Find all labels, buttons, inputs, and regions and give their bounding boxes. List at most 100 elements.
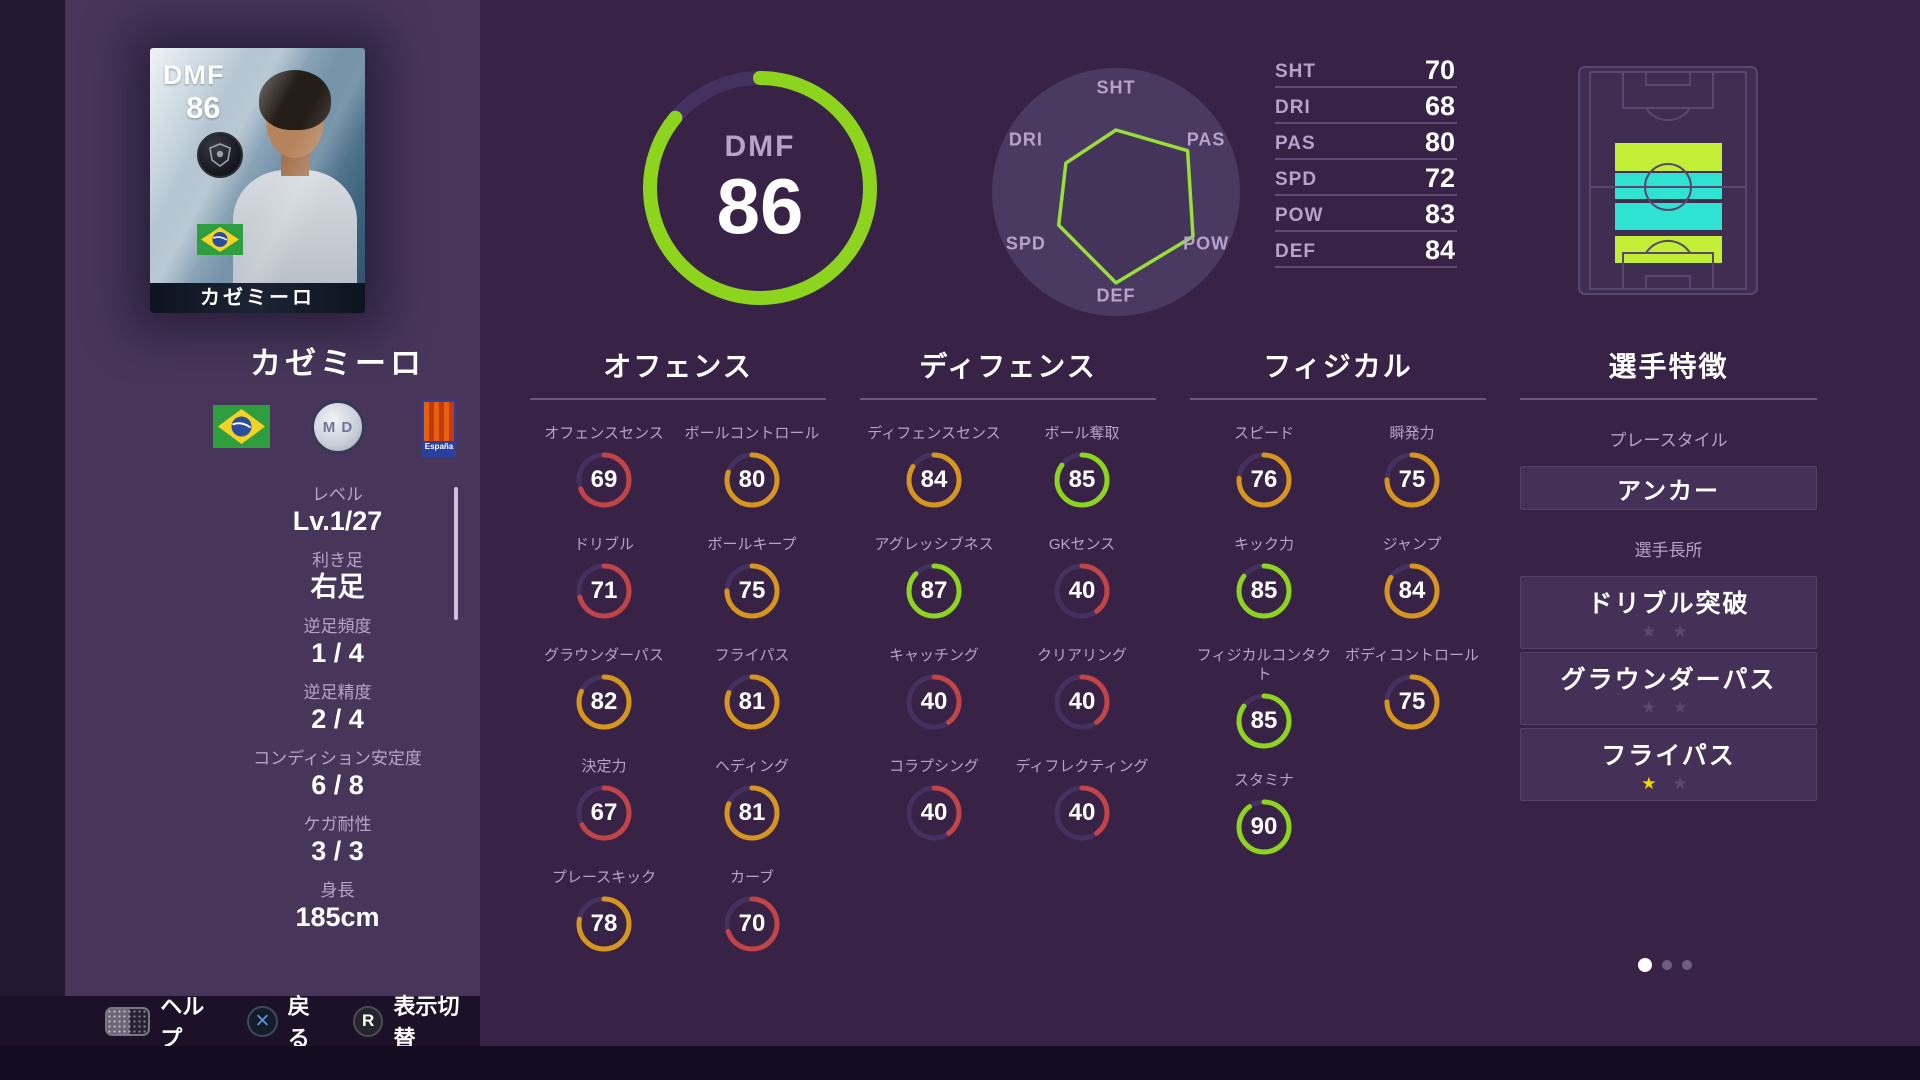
player-card: DMF 86 カゼミーロ — [150, 48, 365, 313]
stat-gauge-cell: ディフェンスセンス 84 — [860, 424, 1008, 514]
player-info-list: レベル Lv.1/27 利き足 右足 逆足頻度 1 / 4 逆足精度 2 / 4… — [130, 484, 545, 946]
info-row: 逆足精度 2 / 4 — [130, 682, 545, 735]
page-dot-active[interactable] — [1638, 958, 1652, 972]
stat-value: 87 — [920, 577, 948, 604]
stat-gauge-cell: フライパス 81 — [678, 646, 826, 736]
info-value: Lv.1/27 — [292, 506, 383, 536]
stat-gauge-cell: スピード 76 — [1190, 424, 1338, 514]
stat-value: 75 — [738, 577, 766, 604]
help-button[interactable]: ヘルプ — [105, 989, 225, 1053]
skill-item[interactable]: フライパス ★★ — [1520, 728, 1817, 801]
stat-gauge: 40 — [1053, 562, 1111, 620]
player-badges-row: M D España — [130, 398, 545, 460]
stat-label: ボール奪取 — [1044, 425, 1120, 442]
card-rating: 86 — [186, 90, 221, 125]
info-label: 利き足 — [312, 551, 363, 570]
radar-axis-label: POW — [1183, 233, 1230, 254]
stat-gauge-cell: オフェンスセンス 69 — [530, 424, 678, 514]
position-zone-bars — [1615, 143, 1722, 263]
stat-gauge: 67 — [575, 784, 633, 842]
back-button[interactable]: ✕ 戻る — [247, 989, 331, 1053]
skill-name: フライパス — [1601, 742, 1736, 770]
stat-gauge-cell: ボール奪取 85 — [1008, 424, 1156, 514]
stat-label: フィジカルコンタクト — [1196, 647, 1332, 683]
stat-gauge: 84 — [1383, 562, 1441, 620]
stat-value: 40 — [1068, 799, 1096, 826]
summary-stat-value: 68 — [1424, 91, 1455, 121]
player-traits-panel: 選手特徴 プレースタイル アンカー 選手長所 ドリブル突破 ★★ グラウンダーパ… — [1520, 345, 1817, 804]
stat-gauge-cell: ボールキープ 75 — [678, 535, 826, 625]
skill-item[interactable]: ドリブル突破 ★★ — [1520, 576, 1817, 649]
stat-value: 85 — [1250, 707, 1278, 734]
stat-gauge: 84 — [905, 451, 963, 509]
card-name-bar: カゼミーロ — [150, 283, 365, 313]
page-dot[interactable] — [1662, 960, 1672, 970]
stat-label: ディフレクティング — [1015, 758, 1149, 775]
stat-label: アグレッシブネス — [874, 536, 994, 553]
scrollbar-thumb[interactable] — [454, 487, 458, 620]
stat-label: GKセンス — [1048, 536, 1116, 553]
info-value: 2 / 4 — [311, 704, 364, 734]
info-value: 6 / 8 — [311, 770, 364, 800]
stat-value: 70 — [738, 910, 766, 937]
stat-label: キャッチング — [888, 647, 979, 664]
summary-stat-label: PAS — [1275, 133, 1316, 154]
star-icon: ★ — [1672, 698, 1704, 717]
stat-value: 81 — [738, 688, 766, 715]
stat-gauge-cell: アグレッシブネス 87 — [860, 535, 1008, 625]
stat-value: 80 — [738, 466, 766, 493]
stat-gauge: 85 — [1053, 451, 1111, 509]
stat-value: 40 — [920, 799, 948, 826]
skill-list: ドリブル突破 ★★ グラウンダーパス ★★ フライパス ★★ — [1520, 576, 1817, 801]
card-position-label: DMF — [163, 60, 225, 90]
stat-value: 40 — [1068, 577, 1096, 604]
stat-label: コラプシング — [888, 758, 979, 775]
stat-value: 82 — [590, 688, 618, 715]
info-row: 身長 185cm — [130, 880, 545, 933]
overall-rating-ring: DMF 86 — [640, 68, 880, 308]
r-button-icon: R — [352, 1005, 384, 1037]
stat-value: 71 — [590, 577, 618, 604]
stat-gauge-cell: キャッチング 40 — [860, 646, 1008, 736]
skill-name: ドリブル突破 — [1587, 590, 1750, 618]
summary-stats-list: SHT 70 DRI 68 PAS 80 SPD 72 POW 83 DEF 8… — [1275, 52, 1457, 268]
page-dot[interactable] — [1682, 960, 1692, 970]
club-badge-icon — [197, 132, 243, 178]
star-icon: ★ — [1641, 698, 1673, 717]
stat-gauge: 78 — [575, 895, 633, 953]
stat-value: 84 — [1398, 577, 1426, 604]
info-label: 身長 — [320, 881, 355, 900]
skills-label: 選手長所 — [1634, 541, 1703, 560]
summary-stat-label: POW — [1275, 205, 1324, 226]
stat-value: 78 — [590, 910, 618, 937]
info-row: 利き足 右足 — [130, 550, 545, 603]
skill-stars: ★★ — [1633, 775, 1704, 793]
stat-value: 76 — [1250, 466, 1278, 493]
playstyle-item[interactable]: アンカー — [1520, 466, 1817, 510]
stat-gauge: 69 — [575, 451, 633, 509]
stat-gauge: 85 — [1235, 692, 1293, 750]
traits-title: 選手特徴 — [1520, 345, 1817, 400]
display-toggle-button[interactable]: R 表示切替 — [352, 989, 480, 1053]
stat-gauge: 40 — [905, 784, 963, 842]
club-emblem-text: M D — [322, 418, 354, 436]
stat-gauge-cell: クリアリング 40 — [1008, 646, 1156, 736]
stat-gauge: 70 — [723, 895, 781, 953]
stat-label: 瞬発力 — [1389, 425, 1435, 442]
skill-item[interactable]: グラウンダーパス ★★ — [1520, 652, 1817, 725]
stat-gauge-cell: フィジカルコンタクト 85 — [1190, 646, 1338, 750]
stat-label: スピード — [1233, 425, 1294, 442]
summary-stat-value: 70 — [1424, 55, 1455, 85]
back-label: 戻る — [287, 994, 310, 1051]
stat-gauge: 81 — [723, 673, 781, 731]
summary-stat-label: DEF — [1275, 241, 1316, 262]
stat-label: ボールキープ — [707, 536, 797, 553]
stat-gauge-cell: グラウンダーパス 82 — [530, 646, 678, 736]
player-portrait — [229, 64, 359, 290]
stat-gauge-cell: ボールコントロール 80 — [678, 424, 826, 514]
stat-gauge: 40 — [905, 673, 963, 731]
playstyle-label: プレースタイル — [1609, 431, 1728, 450]
stat-label: フライパス — [714, 647, 790, 664]
nation-flag-icon — [197, 224, 243, 255]
